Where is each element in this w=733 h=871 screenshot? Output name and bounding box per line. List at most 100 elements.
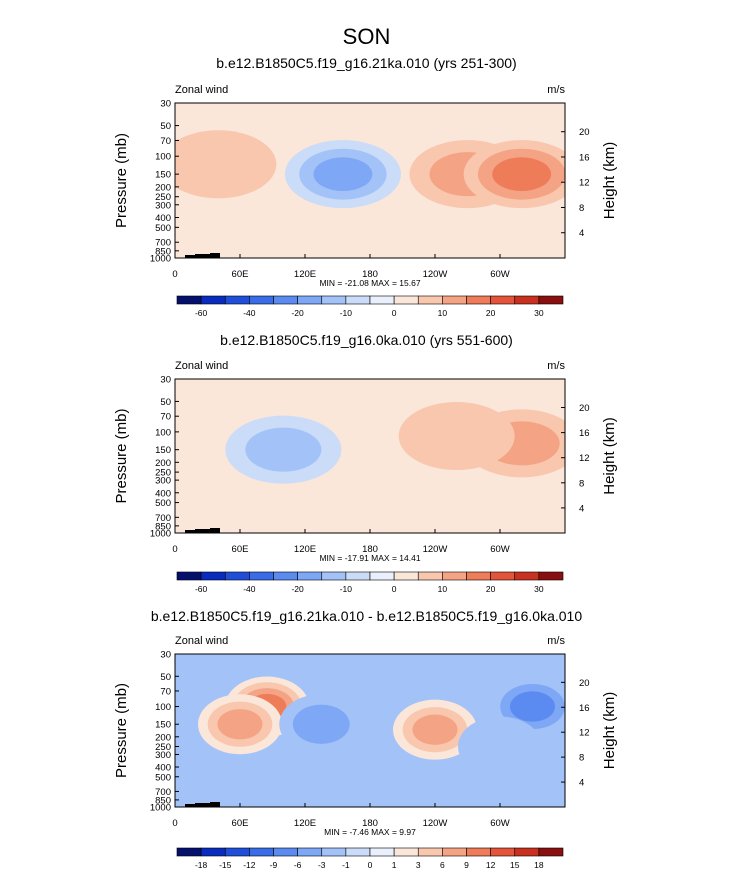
- height-tick-label: 4: [579, 228, 584, 239]
- colorbar-label: 20: [486, 308, 496, 318]
- y-tick-label: 250: [155, 192, 171, 203]
- colorbar-label: -40: [243, 308, 256, 318]
- colorbar-bin: [321, 295, 347, 305]
- y-tick-label: 200: [155, 732, 171, 743]
- x-tick-label: 60W: [490, 818, 510, 829]
- colorbar-bin: [369, 295, 395, 305]
- topography: [185, 804, 195, 807]
- colorbar-bin: [369, 847, 395, 857]
- contour-level: [217, 709, 263, 740]
- contour-level: [412, 714, 458, 745]
- y-tick-label: 400: [155, 488, 171, 499]
- x-tick-label: 0: [172, 269, 177, 280]
- height-tick-label: 16: [579, 428, 590, 439]
- y-tick-label: 150: [155, 170, 171, 181]
- panel-2: b.e12.B1850C5.f19_g16.0ka.010 (yrs 551-6…: [113, 332, 618, 594]
- height-tick-label: 12: [579, 453, 590, 464]
- colorbar-bin: [297, 847, 323, 857]
- colorbar-bin: [466, 571, 491, 581]
- topography: [185, 255, 195, 258]
- colorbar-bin: [200, 847, 226, 857]
- colorbar-label: -1: [342, 860, 350, 870]
- colorbar-bin: [393, 295, 419, 305]
- x-tick-label: 120E: [294, 269, 316, 280]
- min-max-stats: MIN = -21.08 MAX = 15.67: [319, 278, 420, 288]
- height-tick-label: 4: [579, 778, 584, 789]
- topography: [210, 802, 220, 807]
- y-tick-label: 400: [155, 213, 171, 224]
- contour-field: [198, 676, 565, 777]
- contour-level: [292, 704, 350, 744]
- units-label: m/s: [547, 360, 565, 372]
- y-tick-label: 150: [155, 720, 171, 731]
- x-tick-label: 120W: [423, 544, 448, 555]
- height-tick-label: 12: [579, 178, 590, 189]
- colorbar-bin: [393, 847, 419, 857]
- y-tick-label: 700: [155, 238, 171, 249]
- units-label: m/s: [547, 635, 565, 647]
- contour-level: [509, 691, 556, 722]
- page-title: SON: [343, 24, 391, 49]
- height-tick-label: 20: [579, 127, 590, 138]
- contour-level: [313, 157, 373, 191]
- colorbar-bin: [490, 571, 516, 581]
- y-tick-label: 300: [155, 476, 171, 487]
- colorbar-bin: [176, 847, 202, 857]
- y-tick-label: 250: [155, 468, 171, 479]
- colorbar-label: 0: [368, 860, 373, 870]
- x-tick-label: 180: [362, 818, 378, 829]
- colorbar-label: -40: [243, 584, 256, 594]
- y-tick-label: 1000: [150, 803, 171, 814]
- height-tick-label: 8: [579, 203, 584, 214]
- colorbar-label: -3: [318, 860, 326, 870]
- colorbar-bin: [538, 847, 564, 857]
- y-tick-label: 850: [155, 795, 171, 806]
- colorbar-bin: [514, 295, 540, 305]
- colorbar: -60 -40 -20 -10 0 10 20 30: [176, 571, 564, 594]
- y-tick-label: 200: [155, 182, 171, 193]
- colorbar-label: -12: [243, 860, 256, 870]
- colorbar-bin: [538, 295, 564, 305]
- colorbar-bin: [249, 295, 274, 305]
- height-tick-label: 8: [579, 753, 584, 764]
- colorbar-bin: [176, 571, 202, 581]
- contour-field: [175, 130, 565, 209]
- contour-level: [245, 427, 322, 472]
- y-tick-label: 30: [160, 99, 171, 110]
- x-tick-label: 120E: [294, 544, 316, 555]
- colorbar-bin: [442, 847, 467, 857]
- topography: [195, 254, 210, 258]
- y-tick-label: 500: [155, 772, 171, 783]
- colorbar-bin: [417, 295, 443, 305]
- colorbar-label: 10: [438, 308, 448, 318]
- colorbar-bin: [417, 847, 443, 857]
- y-axis-label-right: Height (km): [601, 417, 618, 495]
- y-tick-label: 850: [155, 246, 171, 257]
- colorbar-label: 12: [486, 860, 496, 870]
- colorbar-bin: [200, 295, 226, 305]
- colorbar-bin: [442, 571, 467, 581]
- y-tick-label: 700: [155, 787, 171, 798]
- colorbar-label: -20: [291, 308, 304, 318]
- topography: [195, 803, 210, 807]
- y-tick-label: 1000: [150, 529, 171, 540]
- x-tick-label: 0: [172, 818, 177, 829]
- colorbar-bin: [224, 571, 250, 581]
- variable-label: Zonal wind: [175, 635, 228, 647]
- y-tick-label: 300: [155, 200, 171, 211]
- colorbar-bin: [200, 571, 226, 581]
- x-tick-label: 60E: [232, 544, 249, 555]
- y-tick-label: 250: [155, 742, 171, 753]
- variable-label: Zonal wind: [175, 84, 228, 96]
- height-tick-label: 16: [579, 152, 590, 163]
- x-tick-label: 120W: [423, 269, 448, 280]
- topography: [210, 528, 220, 533]
- y-tick-label: 850: [155, 521, 171, 532]
- height-tick-label: 20: [579, 678, 590, 689]
- y-tick-label: 700: [155, 513, 171, 524]
- y-tick-label: 500: [155, 498, 171, 509]
- topography: [195, 529, 210, 533]
- colorbar: -60 -40 -20 -10 0 10 20 30: [176, 295, 564, 318]
- x-tick-label: 180: [362, 544, 378, 555]
